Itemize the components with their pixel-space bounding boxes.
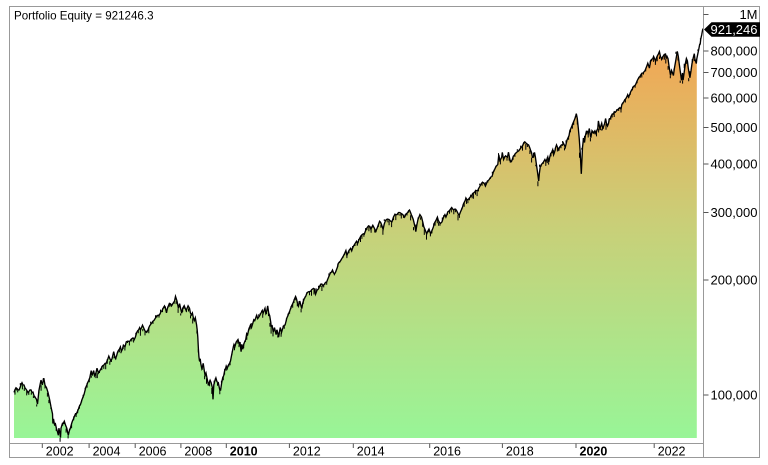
svg-text:2022: 2022 bbox=[658, 445, 686, 459]
svg-text:100,000: 100,000 bbox=[711, 388, 758, 403]
svg-text:1M: 1M bbox=[739, 7, 757, 22]
svg-text:600,000: 600,000 bbox=[711, 91, 758, 106]
svg-text:500,000: 500,000 bbox=[711, 120, 758, 135]
svg-text:2004: 2004 bbox=[93, 445, 121, 459]
svg-text:2008: 2008 bbox=[184, 445, 212, 459]
svg-text:2010: 2010 bbox=[230, 445, 258, 459]
svg-text:400,000: 400,000 bbox=[711, 157, 758, 172]
svg-text:2012: 2012 bbox=[293, 445, 321, 459]
svg-text:2020: 2020 bbox=[580, 445, 608, 459]
svg-text:Portfolio Equity = 921246.3: Portfolio Equity = 921246.3 bbox=[14, 9, 154, 22]
svg-text:800,000: 800,000 bbox=[711, 44, 758, 59]
svg-text:2006: 2006 bbox=[139, 445, 167, 459]
svg-text:2018: 2018 bbox=[506, 445, 534, 459]
svg-text:700,000: 700,000 bbox=[711, 65, 758, 80]
svg-text:300,000: 300,000 bbox=[711, 205, 758, 220]
svg-text:200,000: 200,000 bbox=[711, 273, 758, 288]
svg-text:921,246: 921,246 bbox=[711, 22, 758, 37]
svg-text:2014: 2014 bbox=[357, 445, 385, 459]
svg-text:2016: 2016 bbox=[433, 445, 461, 459]
svg-text:2002: 2002 bbox=[46, 445, 74, 459]
